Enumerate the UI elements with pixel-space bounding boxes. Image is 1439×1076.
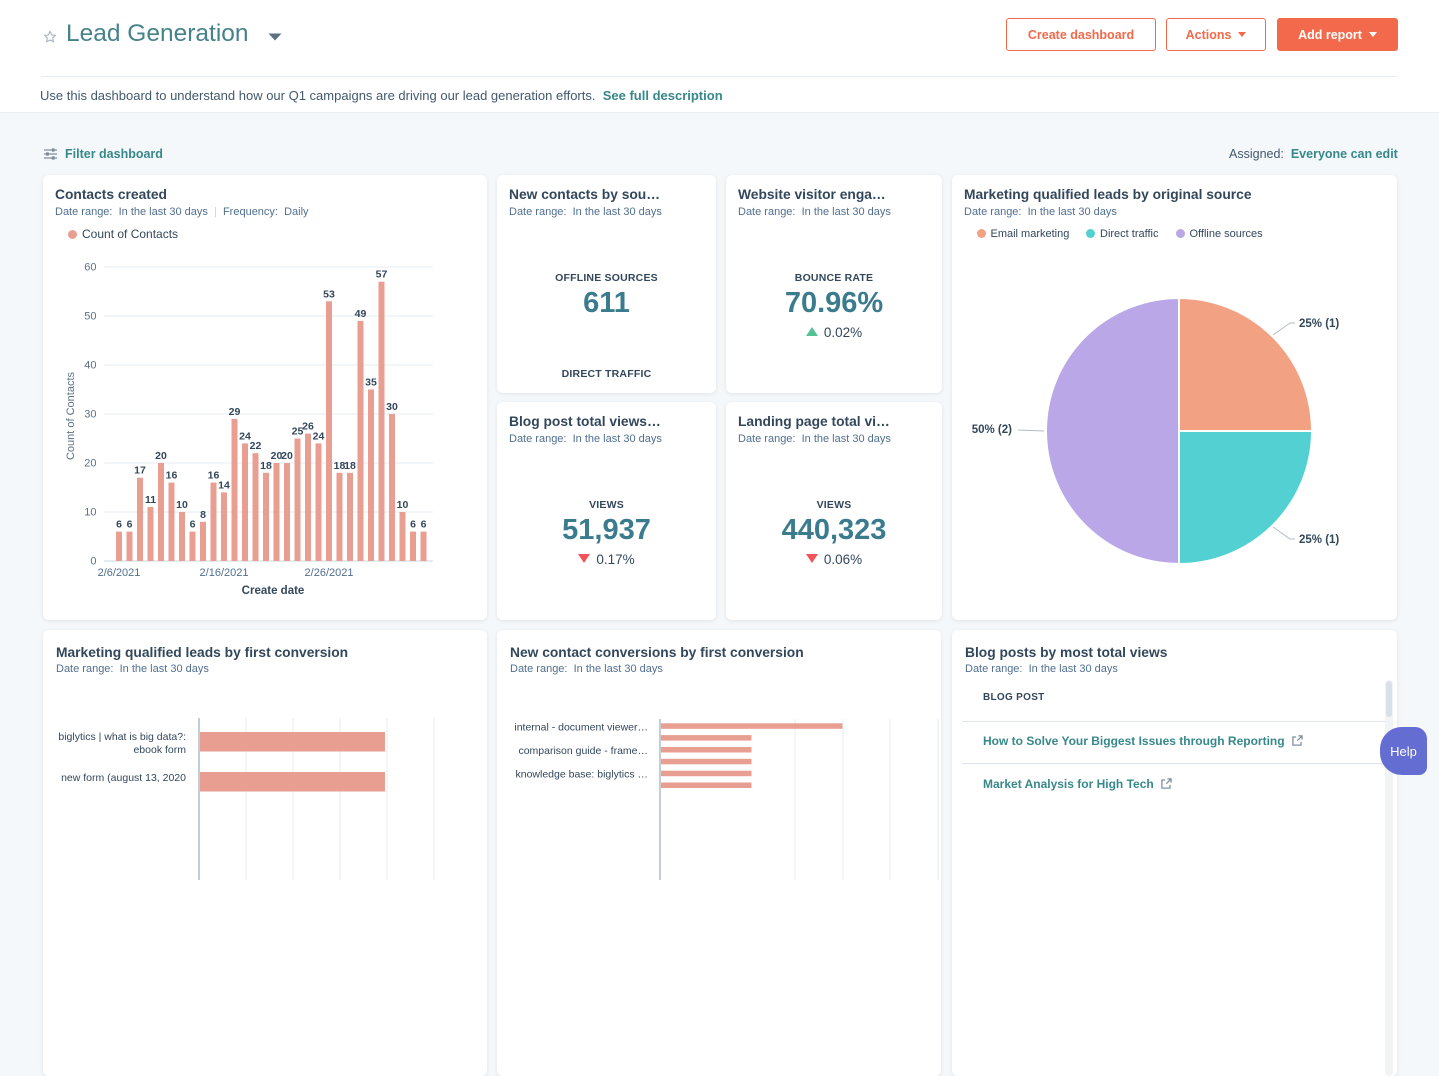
svg-text:6: 6 (116, 519, 122, 531)
svg-text:2/6/2021: 2/6/2021 (98, 567, 141, 579)
svg-text:comparison guide - frame…: comparison guide - frame… (518, 745, 648, 757)
svg-text:30: 30 (84, 409, 96, 421)
svg-text:16: 16 (208, 470, 220, 482)
svg-text:biglytics | what is big data?:: biglytics | what is big data?: (58, 731, 186, 743)
svg-text:53: 53 (323, 288, 335, 300)
svg-text:50: 50 (84, 311, 96, 323)
svg-text:6: 6 (190, 519, 196, 531)
svg-text:25% (1): 25% (1) (1299, 534, 1339, 546)
svg-text:6: 6 (421, 519, 427, 531)
svg-text:20: 20 (155, 450, 167, 462)
svg-text:29: 29 (229, 406, 241, 418)
svg-text:30: 30 (386, 401, 398, 413)
svg-text:internal - document viewer…: internal - document viewer… (514, 722, 648, 734)
svg-text:knowledge base: biglytics …: knowledge base: biglytics … (516, 769, 649, 781)
svg-text:57: 57 (376, 269, 388, 281)
svg-text:new form (august 13, 2020: new form (august 13, 2020 (61, 772, 186, 784)
svg-text:20: 20 (84, 458, 96, 470)
svg-text:49: 49 (355, 308, 367, 320)
svg-text:11: 11 (145, 494, 156, 506)
svg-text:50% (2): 50% (2) (972, 424, 1012, 436)
svg-text:18: 18 (260, 460, 272, 472)
svg-text:60: 60 (84, 262, 96, 274)
svg-text:10: 10 (176, 499, 188, 511)
svg-text:24: 24 (313, 430, 325, 442)
svg-text:6: 6 (410, 519, 416, 531)
svg-text:22: 22 (250, 440, 262, 452)
svg-text:18: 18 (344, 460, 356, 472)
svg-text:24: 24 (239, 430, 251, 442)
svg-text:2/26/2021: 2/26/2021 (305, 567, 354, 579)
svg-text:40: 40 (84, 360, 96, 372)
svg-text:8: 8 (200, 509, 206, 521)
svg-text:26: 26 (302, 421, 314, 433)
svg-text:ebook form: ebook form (133, 744, 186, 756)
svg-text:25% (1): 25% (1) (1299, 318, 1339, 330)
svg-text:18: 18 (334, 460, 346, 472)
svg-text:25: 25 (292, 426, 304, 438)
svg-text:17: 17 (134, 465, 146, 477)
svg-text:14: 14 (218, 479, 230, 491)
svg-text:10: 10 (84, 507, 96, 519)
svg-text:Create date: Create date (242, 585, 305, 597)
svg-text:35: 35 (365, 377, 377, 389)
svg-text:10: 10 (397, 499, 409, 511)
svg-text:2/16/2021: 2/16/2021 (200, 567, 249, 579)
svg-text:16: 16 (166, 470, 178, 482)
svg-text:6: 6 (127, 519, 133, 531)
svg-text:20: 20 (271, 450, 283, 462)
svg-text:0: 0 (90, 556, 96, 568)
svg-text:Count of Contacts: Count of Contacts (65, 371, 77, 460)
svg-text:20: 20 (281, 450, 293, 462)
